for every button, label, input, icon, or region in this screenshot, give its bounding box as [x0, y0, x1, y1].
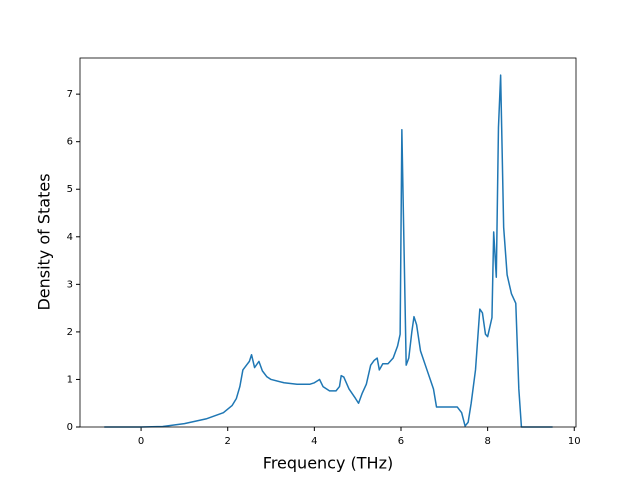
line: [104, 74, 553, 428]
y-tick-label: 0: [67, 422, 73, 433]
plot-frame: [79, 57, 577, 428]
x-tick-label: 6: [398, 436, 404, 447]
y-tick-label: 2: [67, 327, 73, 338]
y-tick-label: 7: [67, 89, 73, 100]
y-tick-label: 5: [67, 184, 73, 195]
x-tick-label: 4: [311, 436, 317, 447]
y-axis-label: Density of States: [35, 173, 54, 310]
y-tick-label: 3: [67, 279, 73, 290]
x-tick-label: 0: [138, 436, 144, 447]
y-tick-label: 6: [67, 137, 73, 148]
y-tick-label: 1: [67, 374, 73, 385]
x-axis-label: Frequency (THz): [263, 454, 393, 473]
y-tick-label: 4: [67, 232, 73, 243]
x-tick-label: 10: [568, 436, 581, 447]
x-tick-label: 2: [225, 436, 231, 447]
x-tick-label: 8: [484, 436, 490, 447]
